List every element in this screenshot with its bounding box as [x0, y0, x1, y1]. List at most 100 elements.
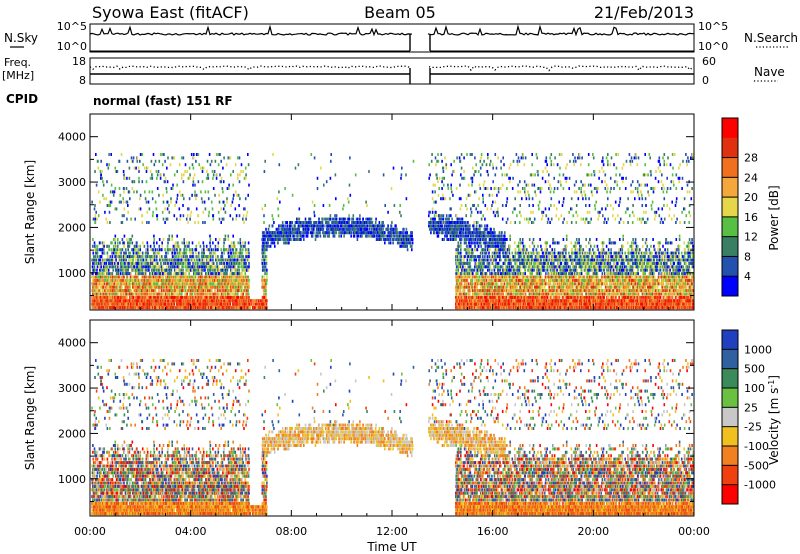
power-cell	[196, 245, 198, 248]
power-cell	[362, 218, 364, 221]
power-cell	[196, 272, 198, 275]
power-cell	[227, 248, 229, 251]
power-cell	[119, 241, 121, 244]
power-cell	[134, 262, 136, 265]
power-cell	[116, 207, 118, 210]
power-cell	[170, 197, 172, 200]
power-cell	[170, 163, 172, 166]
power-cell	[326, 231, 328, 234]
power-cell	[201, 269, 203, 272]
power-cell	[323, 184, 325, 187]
power-cell	[138, 259, 140, 262]
power-cell	[98, 167, 100, 170]
power-cell	[154, 238, 156, 241]
power-cell	[263, 221, 265, 224]
power-cell	[103, 286, 105, 289]
power-cell	[179, 255, 181, 258]
power-cell	[212, 170, 214, 173]
power-cell	[107, 221, 109, 224]
power-cell	[143, 259, 145, 262]
power-cell	[237, 269, 239, 272]
power-cell	[91, 259, 93, 262]
date-title: 21/Feb/2013	[594, 3, 694, 22]
power-cell	[174, 293, 176, 296]
power-cell	[170, 279, 172, 282]
power-cell	[140, 153, 142, 156]
power-cell	[248, 269, 250, 272]
power-cell	[100, 289, 102, 292]
power-cell	[137, 156, 139, 159]
power-cell	[213, 173, 215, 176]
power-cell	[273, 221, 275, 224]
power-cell	[215, 160, 217, 163]
power-cell	[108, 276, 110, 279]
power-cell	[163, 289, 165, 292]
power-cell	[180, 214, 182, 217]
power-cell	[103, 241, 105, 244]
power-cell	[246, 279, 248, 282]
power-cell	[219, 238, 221, 241]
power-cell	[110, 248, 112, 251]
power-cell	[115, 187, 117, 190]
power-cell	[242, 286, 244, 289]
power-cell	[232, 201, 234, 204]
power-cell	[124, 177, 126, 180]
noise-right-tick-top: 10^5	[698, 20, 728, 33]
power-cell	[266, 255, 268, 258]
power-cell	[220, 221, 222, 224]
power-cell	[144, 167, 146, 170]
power-cell	[176, 248, 178, 251]
power-cell	[115, 279, 117, 282]
power-cell	[319, 231, 321, 234]
power-cell	[158, 194, 160, 197]
power-cell	[130, 255, 132, 258]
power-cell	[286, 224, 288, 227]
power-cell	[95, 214, 97, 217]
power-cell	[132, 187, 134, 190]
power-cell	[123, 173, 125, 176]
power-cell	[220, 180, 222, 183]
power-cell	[154, 269, 156, 272]
power-cell	[267, 231, 269, 234]
power-cell	[127, 276, 129, 279]
power-cell	[232, 248, 234, 251]
power-cell	[165, 293, 167, 296]
power-cell	[153, 235, 155, 238]
power-cell	[114, 293, 116, 296]
power-cell	[294, 224, 296, 227]
power-cell	[117, 282, 119, 285]
power-cell	[239, 173, 241, 176]
power-cell	[142, 180, 144, 183]
power-cell	[123, 187, 125, 190]
power-cell	[242, 170, 244, 173]
power-cell	[138, 170, 140, 173]
power-cell	[145, 272, 147, 275]
power-cell	[137, 248, 139, 251]
power-cell	[117, 245, 119, 248]
power-cell	[223, 156, 225, 159]
power-cell	[179, 163, 181, 166]
power-cell	[335, 231, 337, 234]
power-cell	[262, 276, 264, 279]
power-cell	[120, 252, 122, 255]
power-cell	[220, 207, 222, 210]
power-cell	[155, 248, 157, 251]
power-cell	[249, 303, 251, 306]
power-cell	[119, 160, 121, 163]
power-cell	[130, 241, 132, 244]
power-cell	[202, 221, 204, 224]
power-cell	[247, 211, 249, 214]
freq-left-tick-bottom: 8	[79, 74, 86, 87]
freq-left-tick-top: 18	[72, 55, 86, 68]
power-cell	[154, 296, 156, 299]
power-cell	[266, 259, 268, 262]
power-cell	[132, 259, 134, 262]
power-cell	[174, 204, 176, 207]
power-cell	[213, 218, 215, 221]
noise-panel-frame	[90, 24, 694, 52]
power-cell	[215, 238, 217, 241]
power-cell	[176, 201, 178, 204]
power-cell	[200, 167, 202, 170]
power-cell	[142, 265, 144, 268]
power-cell	[94, 241, 96, 244]
